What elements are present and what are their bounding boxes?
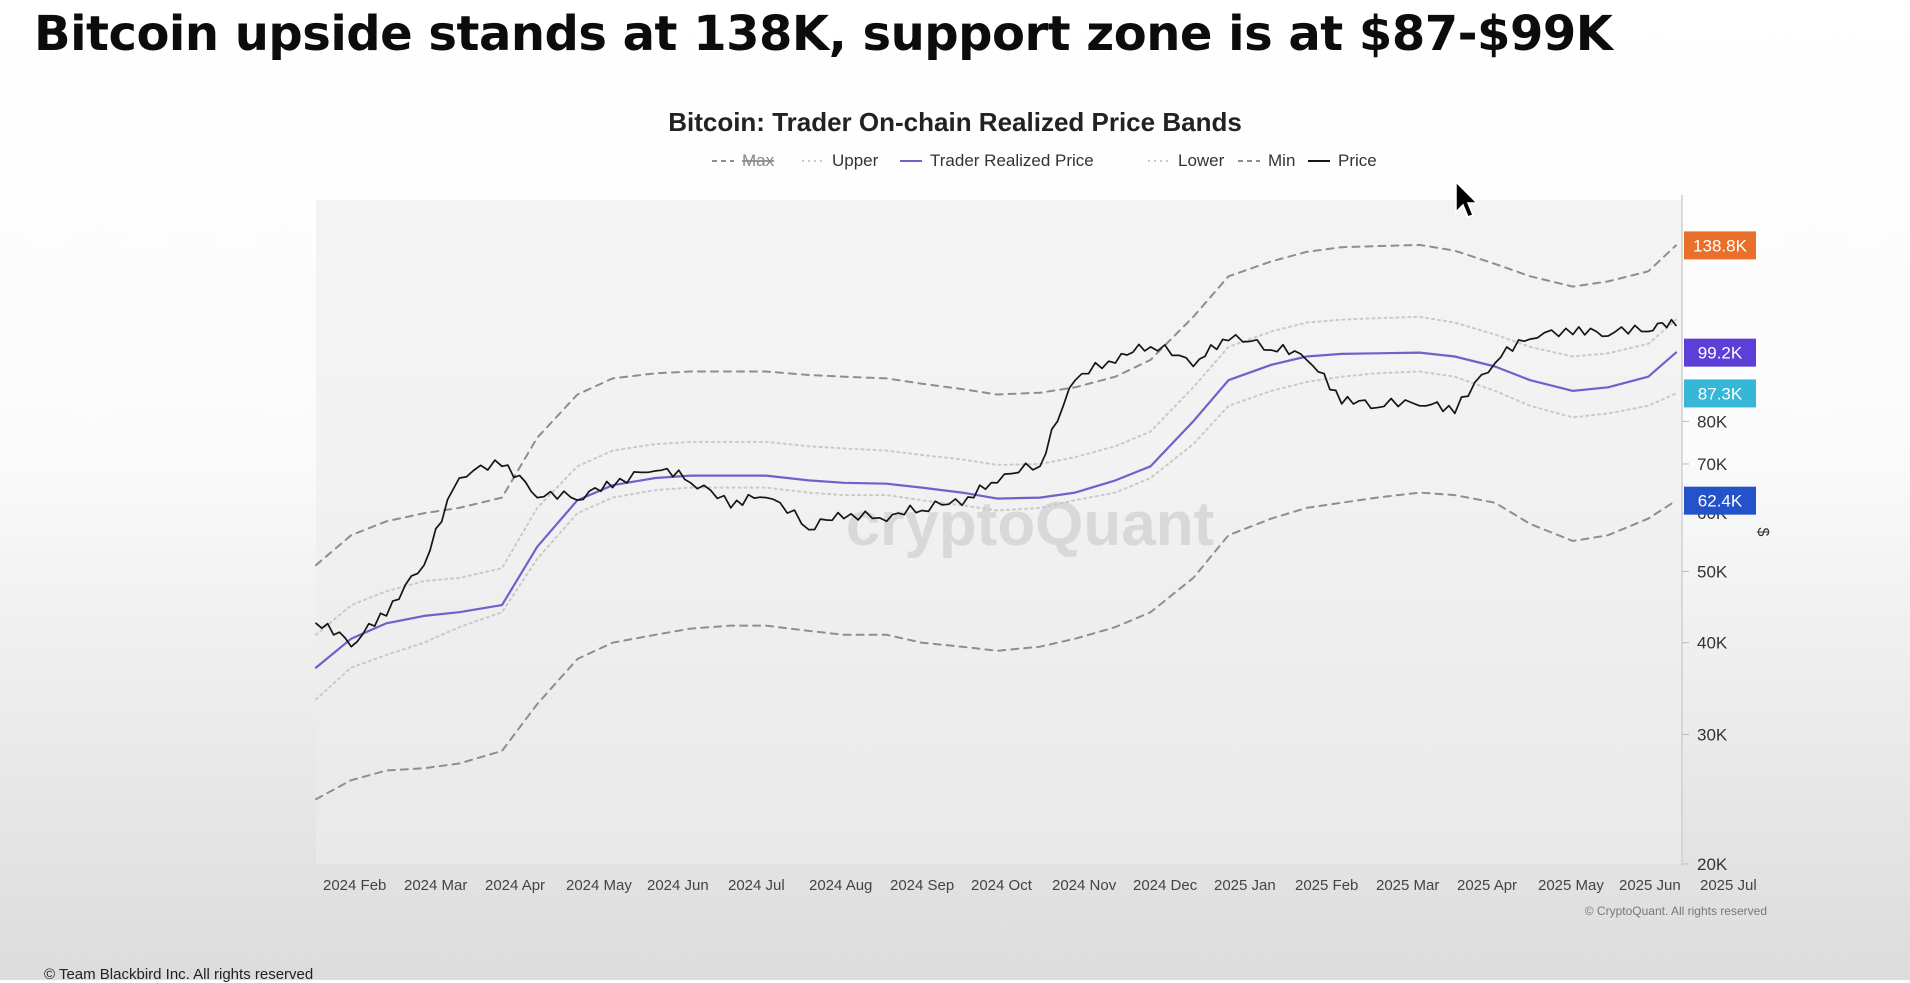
end-label-value: 138.8K [1693,236,1748,255]
x-tick-label: 2024 Dec [1133,877,1198,894]
x-tick-label: 2025 Jul [1700,877,1757,894]
chart-credit: © CryptoQuant. All rights reserved [1585,904,1767,918]
x-tick-label: 2025 Apr [1457,877,1517,894]
y-tick-label: 80K [1697,412,1728,431]
y-tick-label: 30K [1697,726,1728,745]
x-tick-label: 2024 Mar [404,877,467,894]
end-label-badge [1684,486,1756,515]
series-layer [314,243,1678,801]
end-label-value: 87.3K [1698,384,1743,403]
x-tick-label: 2025 May [1538,877,1604,894]
end-label-badge [1684,231,1756,260]
legend-label-min[interactable]: Min [1268,151,1295,170]
end-label-value: 99.2K [1698,344,1743,363]
end-value-labels: 138.8K 99.2K 87.3K 62.4K [1684,231,1756,515]
x-tick-label: 2024 Nov [1052,877,1117,894]
x-tick-label: 2024 Aug [809,877,872,894]
x-tick-label: 2024 Apr [485,877,545,894]
headline: Bitcoin upside stands at 138K, support z… [34,6,1613,62]
footer-copyright: © Team Blackbird Inc. All rights reserve… [44,966,314,983]
x-tick-label: 2025 Jan [1214,877,1276,894]
chart-legend: Max Upper Trader Realized Price Lower Min Pri… [712,151,1377,170]
y-tick-label: 50K [1697,562,1728,581]
y-tick-label: 70K [1697,455,1728,474]
series-line-lower [315,315,1677,636]
x-tick-label: 2024 Jul [728,877,785,894]
end-label-badge [1684,379,1756,408]
plot-area [316,200,1682,864]
end-label-badge [1684,338,1756,367]
series-line-max [315,491,1677,801]
x-tick-label: 2025 Feb [1295,877,1358,894]
legend-label-max[interactable]: Max [742,151,775,170]
x-tick-label: 2024 Jun [647,877,709,894]
end-label-value: 62.4K [1698,492,1743,511]
series-line-price [315,318,1677,648]
legend-label-lower[interactable]: Lower [1178,151,1225,170]
y-axis: 20K30K40K50K60K70K80K [1682,412,1728,874]
x-tick-label: 2024 Oct [971,877,1033,894]
series-line-min [315,243,1677,567]
y-tick-label: 20K [1697,855,1728,874]
x-tick-label: 2024 Sep [890,877,954,894]
legend-label-trader-realized-price[interactable]: Trader Realized Price [930,151,1094,170]
series-line-upper [315,370,1677,701]
x-tick-label: 2024 Feb [323,877,386,894]
x-tick-label: 2025 Jun [1619,877,1681,894]
x-tick-label: 2025 Mar [1376,877,1439,894]
y-tick-label: 40K [1697,634,1728,653]
legend-label-upper[interactable]: Upper [832,151,879,170]
legend-label-price[interactable]: Price [1338,151,1377,170]
series-line-trader-realized-price [314,351,1678,669]
mouse-cursor-icon [1455,180,1479,218]
y-axis-label: $ [1754,528,1771,537]
x-axis: 2024 Feb 2024 Mar 2024 Apr 2024 May 2024 Jun… [323,877,1757,894]
watermark: cryptoQuant [846,490,1215,559]
chart-title: Bitcoin: Trader On-chain Realized Price … [668,107,1242,137]
x-tick-label: 2024 May [566,877,632,894]
